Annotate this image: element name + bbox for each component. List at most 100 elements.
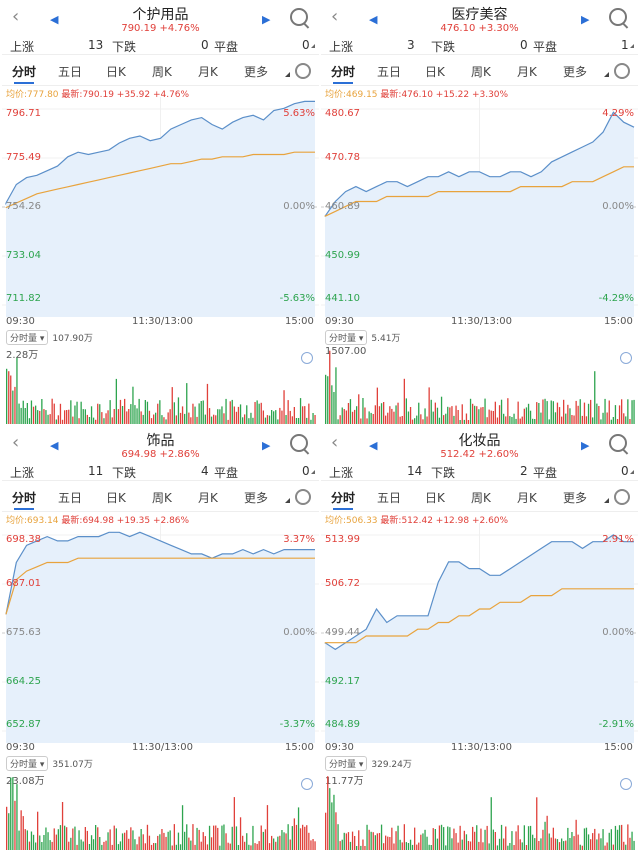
tab-3[interactable]: 周K [471, 491, 491, 505]
more-dropdown-icon[interactable] [285, 72, 290, 77]
volume-bar [115, 828, 117, 850]
volume-bar [389, 837, 391, 850]
volume-type-button[interactable]: 分时量 ▾ [325, 756, 368, 771]
tab-1[interactable]: 五日 [377, 491, 402, 505]
volume-bar [113, 409, 115, 424]
tab-1[interactable]: 五日 [58, 491, 83, 505]
volume-type-button[interactable]: 分时量 ▾ [325, 330, 368, 345]
count-up: 13 [88, 38, 104, 52]
tab-3[interactable]: 周K [471, 65, 491, 79]
tab-2[interactable]: 日K [106, 491, 126, 505]
expand-icon[interactable] [620, 778, 632, 790]
tab-3[interactable]: 周K [152, 65, 172, 79]
tab-5[interactable]: 更多 [563, 491, 588, 505]
search-icon[interactable] [609, 434, 627, 452]
volume-bar [59, 403, 62, 424]
chevron-left-icon[interactable]: ‹ [12, 432, 20, 453]
volume-bar [590, 839, 592, 850]
triangle-right-icon[interactable]: ▶ [262, 13, 271, 26]
settings-icon[interactable] [614, 489, 630, 505]
volume-bar [310, 419, 312, 424]
tab-1[interactable]: 五日 [58, 65, 83, 79]
triangle-left-icon[interactable]: ◀ [369, 439, 378, 452]
volume-bar [347, 832, 350, 850]
volume-bar [293, 407, 295, 424]
expand-icon[interactable] [620, 352, 632, 364]
volume-bar [395, 831, 397, 850]
chevron-left-icon[interactable]: ‹ [331, 6, 339, 27]
expand-icon[interactable] [301, 352, 313, 364]
tab-0[interactable]: 分时 [12, 491, 37, 505]
volume-bar [66, 410, 68, 424]
price-line [324, 111, 635, 217]
volume-bar [343, 832, 345, 850]
settings-icon[interactable] [295, 489, 311, 505]
triangle-right-icon[interactable]: ▶ [581, 439, 590, 452]
tab-5[interactable]: 更多 [244, 65, 269, 79]
settings-icon[interactable] [295, 63, 311, 79]
volume-bar [53, 403, 55, 424]
count-down: 0 [520, 38, 528, 52]
volume-type-button[interactable]: 分时量 ▾ [6, 756, 49, 771]
triangle-left-icon[interactable]: ◀ [369, 13, 378, 26]
label-down: 下跌 [112, 466, 137, 480]
tab-4[interactable]: 月K [517, 491, 537, 505]
search-icon[interactable] [609, 8, 627, 26]
y-axis-label: 652.87 [6, 719, 41, 730]
tab-0[interactable]: 分时 [331, 65, 356, 79]
volume-bar [252, 417, 254, 424]
chevron-left-icon[interactable]: ‹ [331, 432, 339, 453]
volume-bar [291, 826, 293, 850]
volume-bar [604, 845, 606, 850]
more-dropdown-icon[interactable] [604, 72, 609, 77]
more-dropdown-icon[interactable] [604, 498, 609, 503]
search-icon[interactable] [290, 8, 308, 26]
search-icon[interactable] [290, 434, 308, 452]
triangle-left-icon[interactable]: ◀ [50, 439, 59, 452]
volume-bar [297, 807, 300, 850]
volume-bar [68, 409, 70, 424]
volume-bar [443, 415, 445, 424]
tab-5[interactable]: 更多 [563, 65, 588, 79]
avg-price: 均价:693.14 [6, 516, 59, 526]
volume-bar [484, 398, 486, 424]
tab-4[interactable]: 月K [517, 65, 537, 79]
tab-4[interactable]: 月K [198, 491, 218, 505]
expand-icon[interactable] [301, 778, 313, 790]
volume-bar [51, 841, 53, 850]
volume-bar [585, 827, 588, 850]
volume-bar [569, 838, 571, 850]
more-dropdown-icon[interactable] [285, 498, 290, 503]
count-down: 0 [201, 38, 209, 52]
triangle-left-icon[interactable]: ◀ [50, 13, 59, 26]
tab-2[interactable]: 日K [425, 491, 445, 505]
volume-bar [157, 835, 159, 850]
tab-2[interactable]: 日K [106, 65, 126, 79]
volume-bar [339, 415, 341, 424]
volume-type-button[interactable]: 分时量 ▾ [6, 330, 49, 345]
tab-1[interactable]: 五日 [377, 65, 402, 79]
triangle-right-icon[interactable]: ▶ [581, 13, 590, 26]
triangle-right-icon[interactable]: ▶ [262, 439, 271, 452]
volume-bar [403, 378, 405, 424]
tab-3[interactable]: 周K [152, 491, 172, 505]
chevron-left-icon[interactable]: ‹ [12, 6, 20, 27]
volume-bar [299, 828, 302, 850]
volume-chart [325, 776, 635, 850]
volume-bar [554, 412, 557, 424]
volume-bar [486, 417, 488, 424]
volume-bar [213, 825, 215, 850]
settings-icon[interactable] [614, 63, 630, 79]
tab-5[interactable]: 更多 [244, 491, 269, 505]
tab-0[interactable]: 分时 [331, 491, 356, 505]
volume-bar [612, 417, 614, 424]
tab-0[interactable]: 分时 [12, 65, 37, 79]
volume-bar [329, 788, 331, 850]
tab-2[interactable]: 日K [425, 65, 445, 79]
tab-4[interactable]: 月K [198, 65, 218, 79]
volume-bar [556, 402, 559, 424]
volume-bar [573, 836, 575, 850]
volume-bar [194, 406, 196, 424]
volume-bar [447, 406, 449, 424]
volume-bar [351, 411, 354, 424]
